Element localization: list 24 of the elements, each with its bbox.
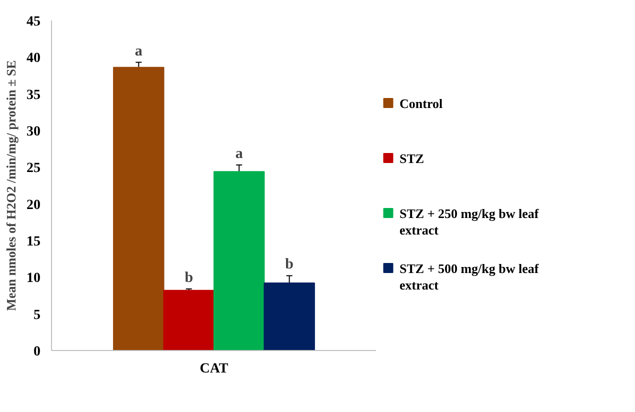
y-tick-label: 35 xyxy=(26,88,40,103)
bar xyxy=(113,66,164,350)
y-tick-label: 10 xyxy=(26,271,40,286)
legend-label: STZ + 500 mg/kg bw leaf extract xyxy=(400,261,540,292)
legend-label: STZ xyxy=(400,151,424,166)
data-label: b xyxy=(285,256,294,273)
y-tick-label: 20 xyxy=(26,198,40,213)
y-tick-label: 45 xyxy=(26,14,40,30)
y-tick-label: 15 xyxy=(26,234,40,250)
data-label: a xyxy=(235,146,244,162)
legend-label: Control xyxy=(400,96,443,111)
bar xyxy=(163,290,214,350)
bar xyxy=(214,171,265,350)
data-label: a xyxy=(134,43,143,60)
bar xyxy=(264,282,315,350)
x-tick-label: CAT xyxy=(200,362,229,376)
y-tick-label: 5 xyxy=(34,308,40,323)
y-tick-label: 30 xyxy=(26,124,40,140)
legend-label: STZ + 250 mg/kg bw leaf extract xyxy=(400,206,540,238)
y-tick-label: 25 xyxy=(26,161,40,176)
y-axis-title: Mean nmoles of H2O2 /min/mg/ protein ± SE xyxy=(4,60,18,311)
y-tick-label: 0 xyxy=(34,344,40,360)
data-label: b xyxy=(184,270,194,286)
y-tick-label: 40 xyxy=(26,51,40,66)
